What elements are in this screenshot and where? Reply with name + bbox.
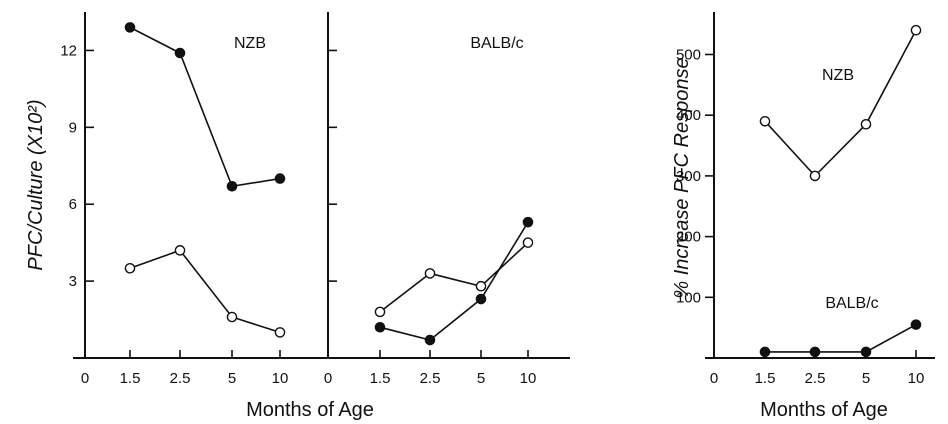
right-x-axis-label: Months of Age bbox=[760, 399, 888, 421]
right-series-line bbox=[764, 29, 917, 178]
series-line bbox=[379, 242, 529, 313]
x-tick-label: 2.5 bbox=[170, 370, 191, 387]
right-y-tick-label: 400 bbox=[676, 107, 701, 124]
data-point-open bbox=[759, 115, 771, 127]
right-y-tick-label: 300 bbox=[676, 168, 701, 185]
data-point-open bbox=[475, 280, 487, 292]
data-point-filled bbox=[226, 180, 238, 192]
right-y-axis-label: % Increase PFC Response bbox=[671, 57, 693, 298]
data-point-open bbox=[374, 306, 386, 318]
right-y-tick-label: 500 bbox=[676, 46, 701, 63]
data-point-open bbox=[174, 245, 186, 256]
series-line bbox=[379, 221, 529, 341]
right-y-tick-label: 200 bbox=[676, 229, 701, 246]
nzb-y-tick-label: 3 bbox=[69, 273, 77, 290]
x-tick-label: 2.5 bbox=[420, 370, 441, 387]
data-point-filled bbox=[424, 334, 436, 346]
right-x-tick-label: 2.5 bbox=[805, 370, 826, 387]
data-point-filled bbox=[522, 216, 534, 228]
data-point-open bbox=[522, 237, 534, 248]
data-point-filled bbox=[860, 346, 872, 358]
x-tick-label: 1.5 bbox=[370, 370, 391, 387]
nzb-y-tick-label: 12 bbox=[60, 42, 77, 59]
data-point-open bbox=[860, 118, 872, 130]
series-line bbox=[129, 249, 281, 334]
data-point-filled bbox=[759, 346, 771, 358]
panel-left: 3 6 9 12 0 1.5 2.5 5 10 NZB 0 1.5 2.5 5 10 BALB/c bbox=[60, 12, 570, 387]
x-tick-label: 1.5 bbox=[120, 370, 141, 387]
x-tick-label: 0 bbox=[81, 370, 89, 387]
nzb-y-tick-label: 6 bbox=[69, 196, 77, 213]
right-x-tick-label: 0 bbox=[710, 370, 718, 387]
x-tick-label: 5 bbox=[477, 370, 485, 387]
data-point-filled bbox=[124, 22, 136, 33]
left-x-axis-label: Months of Age bbox=[246, 399, 374, 421]
panel-label: BALB/c bbox=[470, 35, 523, 52]
panel-right: 100 200 300 400 500 0 1.5 2.5 5 10 NZB BALB/c bbox=[676, 12, 935, 387]
series-label: NZB bbox=[822, 67, 854, 84]
data-point-filled bbox=[274, 173, 286, 184]
data-point-open bbox=[226, 311, 238, 323]
data-point-filled bbox=[809, 346, 821, 358]
right-y-tick-label: 100 bbox=[676, 289, 701, 306]
panel-label: NZB bbox=[234, 35, 266, 52]
right-x-tick-label: 1.5 bbox=[755, 370, 776, 387]
x-tick-label: 10 bbox=[520, 370, 537, 387]
data-point-filled bbox=[374, 321, 386, 333]
left-y-axis-label: PFC/Culture (X10²) bbox=[25, 99, 47, 270]
data-point-open bbox=[809, 170, 821, 182]
right-x-tick-label: 10 bbox=[908, 370, 925, 387]
right-series-line bbox=[765, 323, 917, 353]
data-point-filled bbox=[910, 319, 922, 330]
series-label: BALB/c bbox=[825, 295, 878, 312]
x-tick-label: 10 bbox=[272, 370, 289, 387]
x-tick-label: 0 bbox=[324, 370, 332, 387]
x-tick-label: 5 bbox=[228, 370, 236, 387]
data-point-open bbox=[424, 268, 436, 279]
data-point-filled bbox=[174, 47, 186, 59]
data-point-filled bbox=[475, 293, 487, 305]
right-x-tick-label: 5 bbox=[862, 370, 870, 387]
data-point-open bbox=[910, 24, 922, 36]
data-point-open bbox=[124, 262, 136, 274]
nzb-y-tick-label: 9 bbox=[69, 119, 77, 136]
series-line bbox=[129, 26, 281, 188]
data-point-open bbox=[274, 327, 286, 338]
